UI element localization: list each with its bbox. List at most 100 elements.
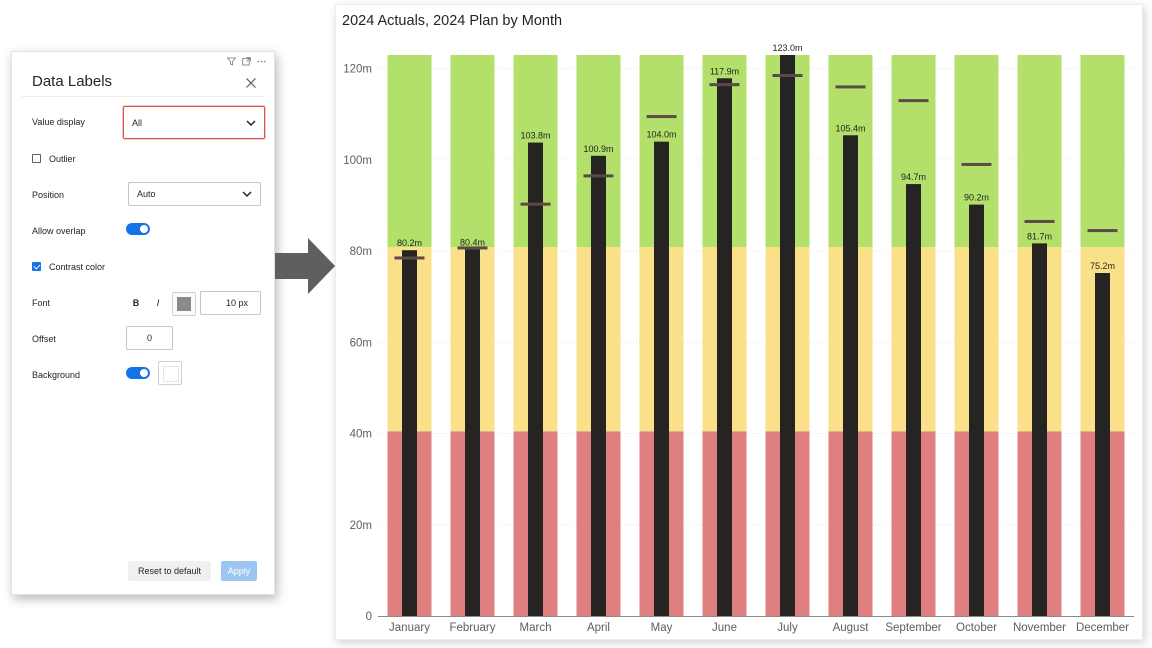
y-tick-label: 100m xyxy=(343,155,372,167)
x-tick-label: July xyxy=(777,622,798,634)
apply-button[interactable]: Apply xyxy=(221,561,257,581)
font-size-unit: px xyxy=(238,298,248,308)
chart-title: 2024 Actuals, 2024 Plan by Month xyxy=(342,13,563,29)
value-display-selected: All xyxy=(132,117,143,128)
actual-bar xyxy=(780,55,795,616)
bold-button[interactable]: B xyxy=(132,298,140,308)
data-label: 80.2m xyxy=(397,238,422,248)
x-tick-label: May xyxy=(651,622,673,634)
x-tick-label: September xyxy=(885,622,941,634)
actual-bar xyxy=(1095,273,1110,616)
plan-marker xyxy=(520,202,551,206)
plan-marker xyxy=(709,83,740,87)
panel-header-icons xyxy=(226,57,266,68)
position-selected: Auto xyxy=(137,189,156,199)
offset-field[interactable]: 0 xyxy=(126,326,173,350)
plan-marker xyxy=(646,115,677,119)
outlier-checkbox[interactable] xyxy=(32,154,41,163)
chart-svg: 80.2m 80.4m 103.8m 100.9m 104.0m 117.9m 123.0m… xyxy=(343,43,1134,634)
chevron-down-icon xyxy=(246,119,256,126)
font-label: Font xyxy=(32,298,51,308)
data-label: 100.9m xyxy=(583,144,613,154)
close-icon[interactable] xyxy=(245,76,257,88)
data-label: 90.2m xyxy=(964,193,989,203)
plan-marker xyxy=(835,85,866,89)
value-display-select[interactable]: All xyxy=(123,106,265,139)
chart-card: 2024 Actuals, 2024 Plan by Month 80.2m 80… xyxy=(335,4,1143,640)
background-label: Background xyxy=(32,370,81,380)
font-size-value: 10 xyxy=(225,298,236,308)
data-labels-panel: Data Labels Value display All Outlier Po… xyxy=(11,51,275,595)
panel-divider xyxy=(22,96,264,97)
actual-bar xyxy=(843,135,858,616)
actual-bar xyxy=(465,249,480,617)
contrast-color-checkbox[interactable] xyxy=(32,262,41,271)
x-tick-label: June xyxy=(712,622,737,634)
plan-marker xyxy=(583,174,614,178)
x-tick-label: January xyxy=(389,622,430,634)
font-size-field[interactable]: 10 px xyxy=(200,291,261,315)
y-tick-label: 120m xyxy=(343,64,372,76)
data-label: 105.4m xyxy=(835,123,865,133)
data-label: 94.7m xyxy=(901,172,926,182)
data-label: 81.7m xyxy=(1027,231,1052,241)
data-label: 103.8m xyxy=(520,131,550,141)
y-tick-label: 80m xyxy=(350,246,372,258)
x-tick-label: April xyxy=(587,622,610,634)
x-tick-label: February xyxy=(449,622,495,634)
plan-marker xyxy=(394,256,425,260)
actual-bar xyxy=(591,155,606,617)
range-band xyxy=(1017,55,1062,248)
data-label: 123.0m xyxy=(772,43,802,53)
background-color-picker[interactable] xyxy=(158,361,182,385)
more-icon[interactable] xyxy=(257,57,266,68)
contrast-color-label: Contrast color xyxy=(49,262,106,272)
plan-marker xyxy=(961,162,992,166)
allow-overlap-label: Allow overlap xyxy=(32,226,86,236)
actual-bar xyxy=(654,141,669,616)
italic-button[interactable]: I xyxy=(156,298,160,308)
x-tick-label: October xyxy=(956,622,997,634)
chevron-down-icon xyxy=(242,191,252,198)
actual-bar xyxy=(1032,243,1047,616)
data-label: 104.0m xyxy=(646,130,676,140)
background-toggle[interactable] xyxy=(126,367,150,379)
filter-icon[interactable] xyxy=(226,57,237,68)
actual-bar xyxy=(528,142,543,616)
allow-overlap-toggle[interactable] xyxy=(126,223,150,235)
plan-marker xyxy=(1024,219,1055,223)
position-select[interactable]: Auto xyxy=(128,182,261,206)
reset-to-default-button[interactable]: Reset to default xyxy=(128,561,211,581)
actual-bar xyxy=(717,78,732,616)
offset-value: 0 xyxy=(146,333,152,343)
font-color-picker[interactable] xyxy=(172,292,196,316)
offset-label: Offset xyxy=(32,334,56,344)
plan-marker xyxy=(1087,229,1118,233)
x-tick-label: August xyxy=(833,622,870,634)
range-band xyxy=(450,55,495,248)
x-tick-label: November xyxy=(1013,622,1066,634)
expand-icon[interactable] xyxy=(242,57,251,68)
data-label: 80.4m xyxy=(460,237,485,247)
arrow-right-icon xyxy=(275,238,335,294)
plan-marker xyxy=(772,74,803,78)
value-display-label: Value display xyxy=(32,117,85,127)
x-tick-label: December xyxy=(1076,622,1129,634)
y-tick-label: 60m xyxy=(350,337,372,349)
actual-bar xyxy=(969,204,984,616)
data-label: 75.2m xyxy=(1090,261,1115,271)
panel-title: Data Labels xyxy=(32,73,113,90)
data-label: 117.9m xyxy=(710,66,739,76)
actual-bar xyxy=(402,250,417,616)
range-band xyxy=(1080,55,1125,248)
y-tick-label: 20m xyxy=(350,520,372,532)
y-tick-label: 0 xyxy=(366,611,372,623)
plan-marker xyxy=(457,246,488,250)
plan-marker xyxy=(898,99,929,103)
range-band xyxy=(387,55,432,248)
position-label: Position xyxy=(32,190,65,200)
x-tick-label: March xyxy=(520,622,552,634)
actual-bar xyxy=(906,184,921,616)
outlier-label: Outlier xyxy=(49,154,76,164)
y-tick-label: 40m xyxy=(350,429,372,441)
